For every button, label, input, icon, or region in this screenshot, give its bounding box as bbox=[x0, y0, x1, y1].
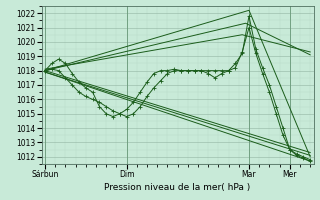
X-axis label: Pression niveau de la mer( hPa ): Pression niveau de la mer( hPa ) bbox=[104, 183, 251, 192]
